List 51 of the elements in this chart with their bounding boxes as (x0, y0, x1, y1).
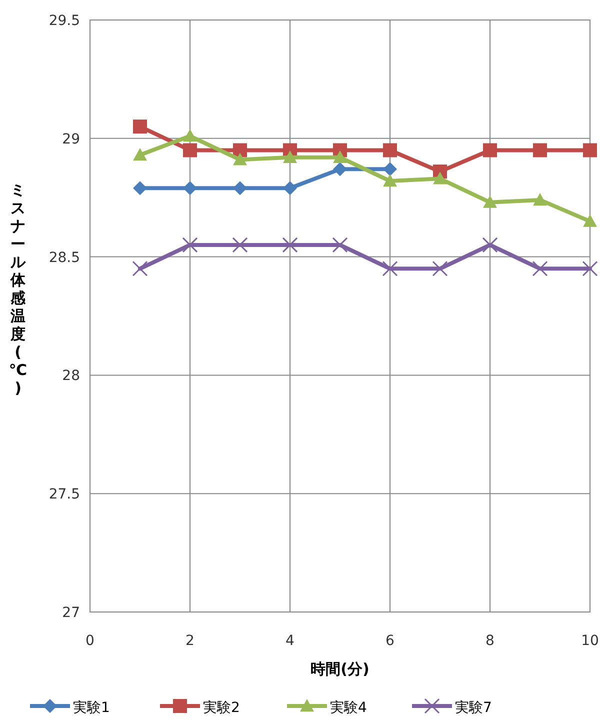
point (483, 143, 497, 158)
point (133, 148, 147, 161)
x-tick-label: 10 (581, 633, 599, 649)
point (182, 237, 198, 253)
point (283, 181, 297, 196)
point (383, 143, 397, 158)
point (132, 260, 148, 276)
point (382, 260, 398, 276)
x-tick-label: 4 (286, 633, 295, 649)
text: ミスナール体感温度(℃) (8, 181, 28, 397)
y-tick-label: 27 (62, 605, 80, 621)
legend-label: 実験7 (455, 700, 492, 716)
x-tick-label: 6 (386, 633, 395, 649)
point (533, 192, 547, 206)
point (583, 143, 597, 158)
point (533, 143, 547, 158)
point (583, 214, 597, 227)
point (383, 174, 397, 187)
point (482, 237, 498, 253)
legend-label: 実験1 (73, 700, 110, 716)
y-tick-label: 27.5 (48, 486, 80, 503)
y-tick-label: 28 (62, 368, 80, 384)
point (232, 237, 248, 253)
legend-label: 実験2 (203, 700, 240, 716)
x-tick-label: 0 (86, 633, 94, 649)
point (532, 260, 548, 276)
point (183, 129, 197, 142)
point (332, 237, 348, 253)
point (283, 150, 297, 163)
x-tick-label: 8 (486, 633, 494, 649)
point (233, 143, 247, 158)
point (383, 162, 397, 176)
point (582, 260, 598, 276)
point (333, 150, 347, 163)
point (432, 260, 448, 276)
point (133, 120, 147, 134)
x-axis-title: 時間(分) (310, 660, 370, 678)
point (233, 152, 247, 166)
point (483, 195, 497, 208)
point (183, 181, 197, 196)
point (333, 162, 347, 176)
y-tick-label: 28.5 (48, 250, 80, 266)
point (233, 181, 247, 196)
x-tick-label: 2 (186, 633, 194, 649)
point (282, 237, 298, 253)
point (433, 172, 447, 184)
point (133, 181, 147, 196)
point (183, 143, 197, 158)
y-tick-label: 29.5 (48, 13, 80, 29)
y-tick-label: 29 (62, 131, 80, 148)
legend-label: 実験4 (330, 700, 367, 716)
